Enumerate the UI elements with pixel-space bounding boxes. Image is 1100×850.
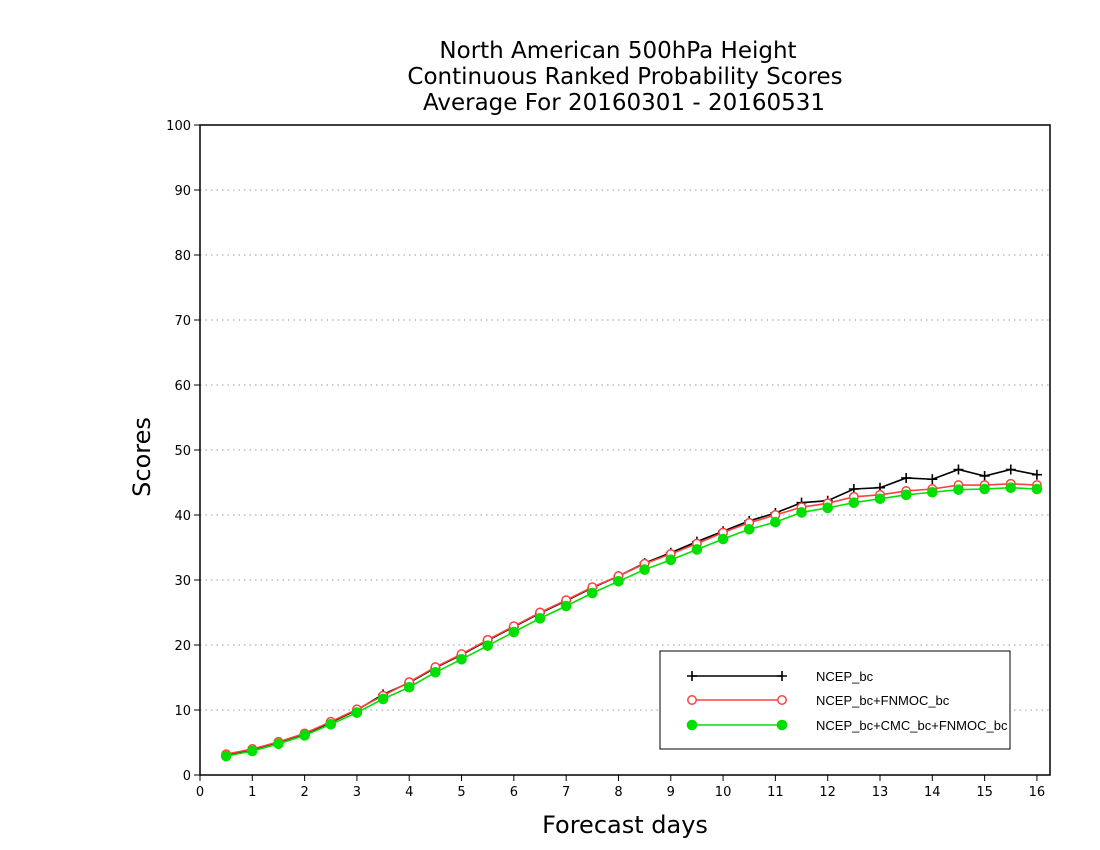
legend-label-ncep-bc-cmc-bc-fnmoc-bc: NCEP_bc+CMC_bc+FNMOC_bc: [816, 718, 1008, 733]
x-tick-label: 7: [562, 785, 570, 800]
y-tick-label: 40: [174, 509, 191, 524]
data-point-ncep-bc-cmc-bc-fnmoc-bc: [403, 681, 415, 693]
legend-marker-ncep-bc-cmc-bc-fnmoc-bc: [686, 719, 698, 731]
data-point-ncep-bc-cmc-bc-fnmoc-bc: [691, 544, 703, 555]
legend: NCEP_bc NCEP_bc+FNMOC_bc NCEP_bc+CMC_bc+FN…: [659, 650, 1011, 750]
x-tick-label: 10: [715, 785, 732, 800]
x-tick-label: 1: [248, 785, 256, 800]
y-tick-label: 70: [174, 314, 191, 329]
series-layer: [220, 464, 1043, 762]
data-point-ncep-bc: [953, 464, 964, 475]
legend-marker-ncep-bc: [687, 671, 697, 681]
x-tick-label: 2: [300, 785, 308, 800]
data-point-ncep-bc-cmc-bc-fnmoc-bc: [430, 667, 441, 678]
data-point-ncep-bc-cmc-bc-fnmoc-bc: [247, 745, 258, 757]
y-tick-label: 80: [174, 249, 191, 264]
data-point-ncep-bc-cmc-bc-fnmoc-bc: [1005, 482, 1017, 494]
y-axis-title: Scores: [128, 417, 156, 497]
data-point-ncep-bc-cmc-bc-fnmoc-bc: [927, 486, 938, 498]
x-tick-label: 9: [667, 785, 675, 800]
x-tick-label: 16: [1029, 785, 1046, 800]
data-point-ncep-bc-cmc-bc-fnmoc-bc: [482, 640, 493, 651]
data-point-ncep-bc-cmc-bc-fnmoc-bc: [560, 600, 572, 612]
legend-marker-ncep-bc-fnmoc-bc: [687, 695, 697, 705]
data-point-ncep-bc-cmc-bc-fnmoc-bc: [1031, 483, 1043, 495]
data-point-ncep-bc-cmc-bc-fnmoc-bc: [508, 626, 520, 638]
data-point-ncep-bc-cmc-bc-fnmoc-bc: [377, 693, 389, 705]
y-tick-label: 10: [174, 704, 191, 719]
x-tick-label: 4: [405, 785, 413, 800]
data-point-ncep-bc-cmc-bc-fnmoc-bc: [874, 493, 886, 505]
data-point-ncep-bc-cmc-bc-fnmoc-bc: [665, 554, 677, 566]
grid: [200, 189, 1050, 711]
y-tick-label: 0: [183, 769, 191, 784]
y-tick-label: 20: [174, 639, 191, 654]
data-point-ncep-bc: [979, 471, 990, 481]
data-point-ncep-bc-cmc-bc-fnmoc-bc: [822, 502, 833, 514]
title-line-2: Continuous Ranked Probability Scores: [407, 64, 842, 90]
x-axis-ticks: 0 1 2 3 4 5 6 7 8 9 10 11 12 13 14 15 16: [196, 775, 1045, 800]
data-point-ncep-bc-cmc-bc-fnmoc-bc: [273, 738, 284, 750]
x-axis-title: Forecast days: [542, 811, 708, 839]
x-tick-label: 6: [510, 785, 518, 800]
x-tick-label: 12: [819, 785, 836, 800]
data-point-ncep-bc: [901, 472, 912, 483]
data-point-ncep-bc-cmc-bc-fnmoc-bc: [587, 587, 598, 599]
data-point-ncep-bc-cmc-bc-fnmoc-bc: [456, 654, 467, 665]
y-tick-label: 100: [166, 119, 191, 134]
legend-label-ncep-bc-fnmoc-bc: NCEP_bc+FNMOC_bc: [816, 693, 950, 708]
y-tick-label: 60: [174, 379, 191, 394]
legend-marker-ncep-bc: [777, 671, 787, 681]
data-point-ncep-bc: [1005, 464, 1016, 475]
legend-marker-ncep-bc-fnmoc-bc: [777, 695, 787, 705]
x-tick-label: 13: [872, 785, 889, 800]
data-point-ncep-bc-cmc-bc-fnmoc-bc: [639, 564, 650, 575]
x-tick-label: 11: [767, 785, 784, 800]
legend-label-ncep-bc: NCEP_bc: [816, 669, 874, 684]
data-point-ncep-bc-cmc-bc-fnmoc-bc: [534, 613, 546, 624]
data-point-ncep-bc-cmc-bc-fnmoc-bc: [220, 750, 232, 762]
data-point-ncep-bc-cmc-bc-fnmoc-bc: [953, 484, 964, 495]
data-point-ncep-bc: [927, 474, 938, 485]
data-point-ncep-bc-cmc-bc-fnmoc-bc: [900, 489, 912, 501]
x-tick-label: 5: [457, 785, 465, 800]
data-point-ncep-bc-cmc-bc-fnmoc-bc: [848, 497, 860, 508]
x-tick-label: 15: [976, 785, 993, 800]
x-tick-label: 3: [353, 785, 361, 800]
data-point-ncep-bc-cmc-bc-fnmoc-bc: [743, 524, 755, 535]
plot-area: [199, 124, 1051, 776]
data-point-ncep-bc-cmc-bc-fnmoc-bc: [325, 719, 337, 730]
series-ncep-bc-cmc-bc-fnmoc-bc: [220, 482, 1043, 762]
data-point-ncep-bc: [1031, 469, 1042, 480]
data-point-ncep-bc-cmc-bc-fnmoc-bc: [717, 533, 729, 545]
x-tick-label: 8: [614, 785, 622, 800]
data-point-ncep-bc-cmc-bc-fnmoc-bc: [351, 707, 363, 718]
legend-marker-ncep-bc-cmc-bc-fnmoc-bc: [776, 719, 788, 731]
title-line-1: North American 500hPa Height: [439, 38, 796, 64]
y-tick-label: 50: [174, 444, 191, 459]
x-tick-label: 14: [924, 785, 941, 800]
y-tick-label: 90: [174, 184, 191, 199]
y-tick-label: 30: [174, 574, 191, 589]
data-point-ncep-bc-cmc-bc-fnmoc-bc: [979, 483, 990, 495]
y-axis-ticks: 0 10 20 30 40 50 60 70 80 90 100: [166, 119, 200, 784]
data-point-ncep-bc-cmc-bc-fnmoc-bc: [770, 516, 781, 528]
x-tick-label: 0: [196, 785, 204, 800]
data-point-ncep-bc-cmc-bc-fnmoc-bc: [299, 730, 310, 741]
data-point-ncep-bc-cmc-bc-fnmoc-bc: [613, 576, 624, 587]
chart-title: North American 500hPa Height Continuous …: [407, 38, 842, 116]
title-line-3: Average For 20160301 - 20160531: [423, 90, 825, 116]
data-point-ncep-bc-cmc-bc-fnmoc-bc: [796, 507, 807, 518]
